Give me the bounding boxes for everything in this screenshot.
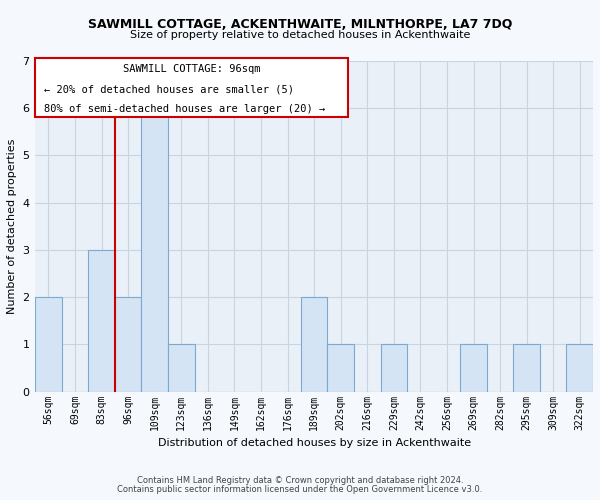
Bar [566, 344, 593, 392]
Bar [301, 297, 328, 392]
Bar [328, 344, 354, 392]
Text: Contains public sector information licensed under the Open Government Licence v3: Contains public sector information licen… [118, 485, 482, 494]
Text: 80% of semi-detached houses are larger (20) →: 80% of semi-detached houses are larger (… [44, 104, 325, 114]
Bar [115, 297, 142, 392]
Bar [88, 250, 115, 392]
Bar [168, 344, 194, 392]
Text: Size of property relative to detached houses in Ackenthwaite: Size of property relative to detached ho… [130, 30, 470, 40]
Text: Contains HM Land Registry data © Crown copyright and database right 2024.: Contains HM Land Registry data © Crown c… [137, 476, 463, 485]
Text: SAWMILL COTTAGE, ACKENTHWAITE, MILNTHORPE, LA7 7DQ: SAWMILL COTTAGE, ACKENTHWAITE, MILNTHORP… [88, 18, 512, 30]
Text: SAWMILL COTTAGE: 96sqm: SAWMILL COTTAGE: 96sqm [122, 64, 260, 74]
Bar [460, 344, 487, 392]
Y-axis label: Number of detached properties: Number of detached properties [7, 138, 17, 314]
Bar [380, 344, 407, 392]
Bar [514, 344, 540, 392]
FancyBboxPatch shape [35, 58, 347, 117]
Bar [35, 297, 62, 392]
Text: ← 20% of detached houses are smaller (5): ← 20% of detached houses are smaller (5) [44, 84, 293, 94]
Bar [142, 108, 168, 392]
X-axis label: Distribution of detached houses by size in Ackenthwaite: Distribution of detached houses by size … [158, 438, 470, 448]
